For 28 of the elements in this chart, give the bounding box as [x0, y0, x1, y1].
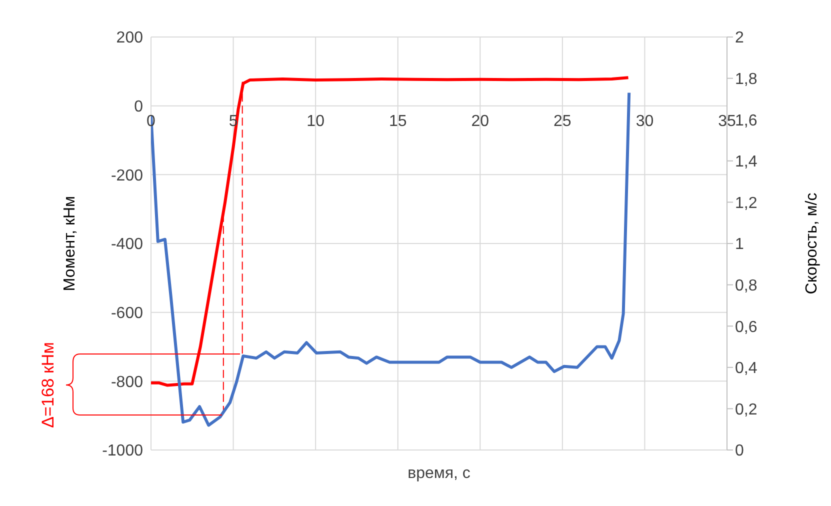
y2-tick-label: 0,6: [735, 318, 758, 336]
y2-tick-label: 1,4: [735, 154, 758, 171]
y-tick-label: -1000: [102, 442, 144, 460]
y-tick-label: 200: [116, 30, 144, 47]
y2-axis-title: Скорость, м/с: [804, 192, 821, 294]
y-tick-label: -400: [110, 236, 144, 254]
x-tick-label: 35: [718, 112, 736, 130]
y-tick-label: -200: [110, 167, 144, 184]
text: Δ=168 кНм: [38, 342, 58, 428]
y2-tick-label: 0: [735, 442, 744, 460]
y2-tick-label: 0,4: [735, 360, 758, 378]
y-axis-title: Момент, кНм: [62, 196, 79, 292]
y2-tick-label: 1: [735, 236, 744, 254]
y2-tick-label: 1,6: [735, 112, 758, 130]
y2-tick-label: 1,8: [735, 70, 758, 88]
x-tick-label: 15: [388, 112, 407, 130]
y-tick-label: -800: [110, 374, 144, 391]
x-tick-label: 20: [471, 112, 490, 130]
y2-tick-label: 2: [735, 30, 744, 47]
y-tick-label: -600: [110, 305, 144, 322]
y2-tick-label: 0,8: [735, 277, 758, 294]
y-tick-label: 0: [134, 98, 144, 116]
x-tick-label: 25: [554, 112, 572, 130]
x-tick-label: 10: [306, 112, 325, 130]
y2-tick-label: 0,2: [735, 401, 758, 418]
y2-tick-label: 1,2: [735, 194, 758, 212]
x-tick-label: 30: [636, 112, 654, 130]
x-axis-title: время, с: [408, 465, 470, 482]
